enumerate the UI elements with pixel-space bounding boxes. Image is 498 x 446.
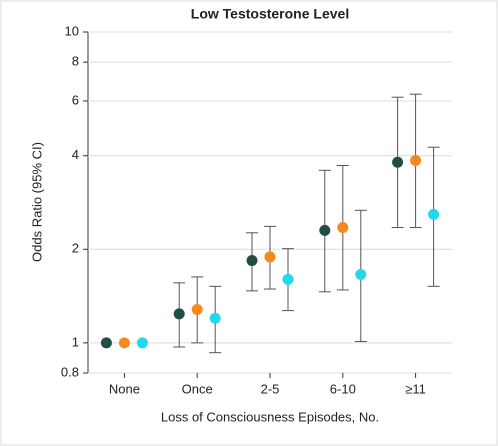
point [392,156,404,168]
point [246,255,258,267]
point [355,268,367,280]
y-tick-label: 6 [72,92,79,107]
x-axis-label: Loss of Consciousness Episodes, No. [161,409,379,424]
x-tick-label: Once [182,381,213,396]
point [209,312,221,324]
x-tick-label: ≥11 [405,381,426,396]
y-tick-label: 1 [72,334,79,349]
point [319,224,331,236]
point [173,308,185,320]
point [136,337,148,349]
chart-title: Low Testosterone Level [191,6,349,22]
point [118,337,130,349]
point [282,273,294,285]
y-tick-label: 0.8 [61,364,79,379]
point [264,251,276,263]
y-tick-label: 2 [72,241,79,256]
y-tick-label: 10 [65,23,79,38]
y-tick-label: 4 [72,147,79,162]
y-axis-label: Odds Ratio (95% CI) [29,142,44,262]
point [191,304,203,316]
point [337,222,349,234]
y-tick-label: 8 [72,54,79,69]
x-tick-label: 2-5 [261,381,280,396]
point [100,337,112,349]
x-tick-label: None [109,381,140,396]
x-tick-label: 6-10 [330,381,356,396]
point [410,155,422,167]
point [428,208,440,220]
